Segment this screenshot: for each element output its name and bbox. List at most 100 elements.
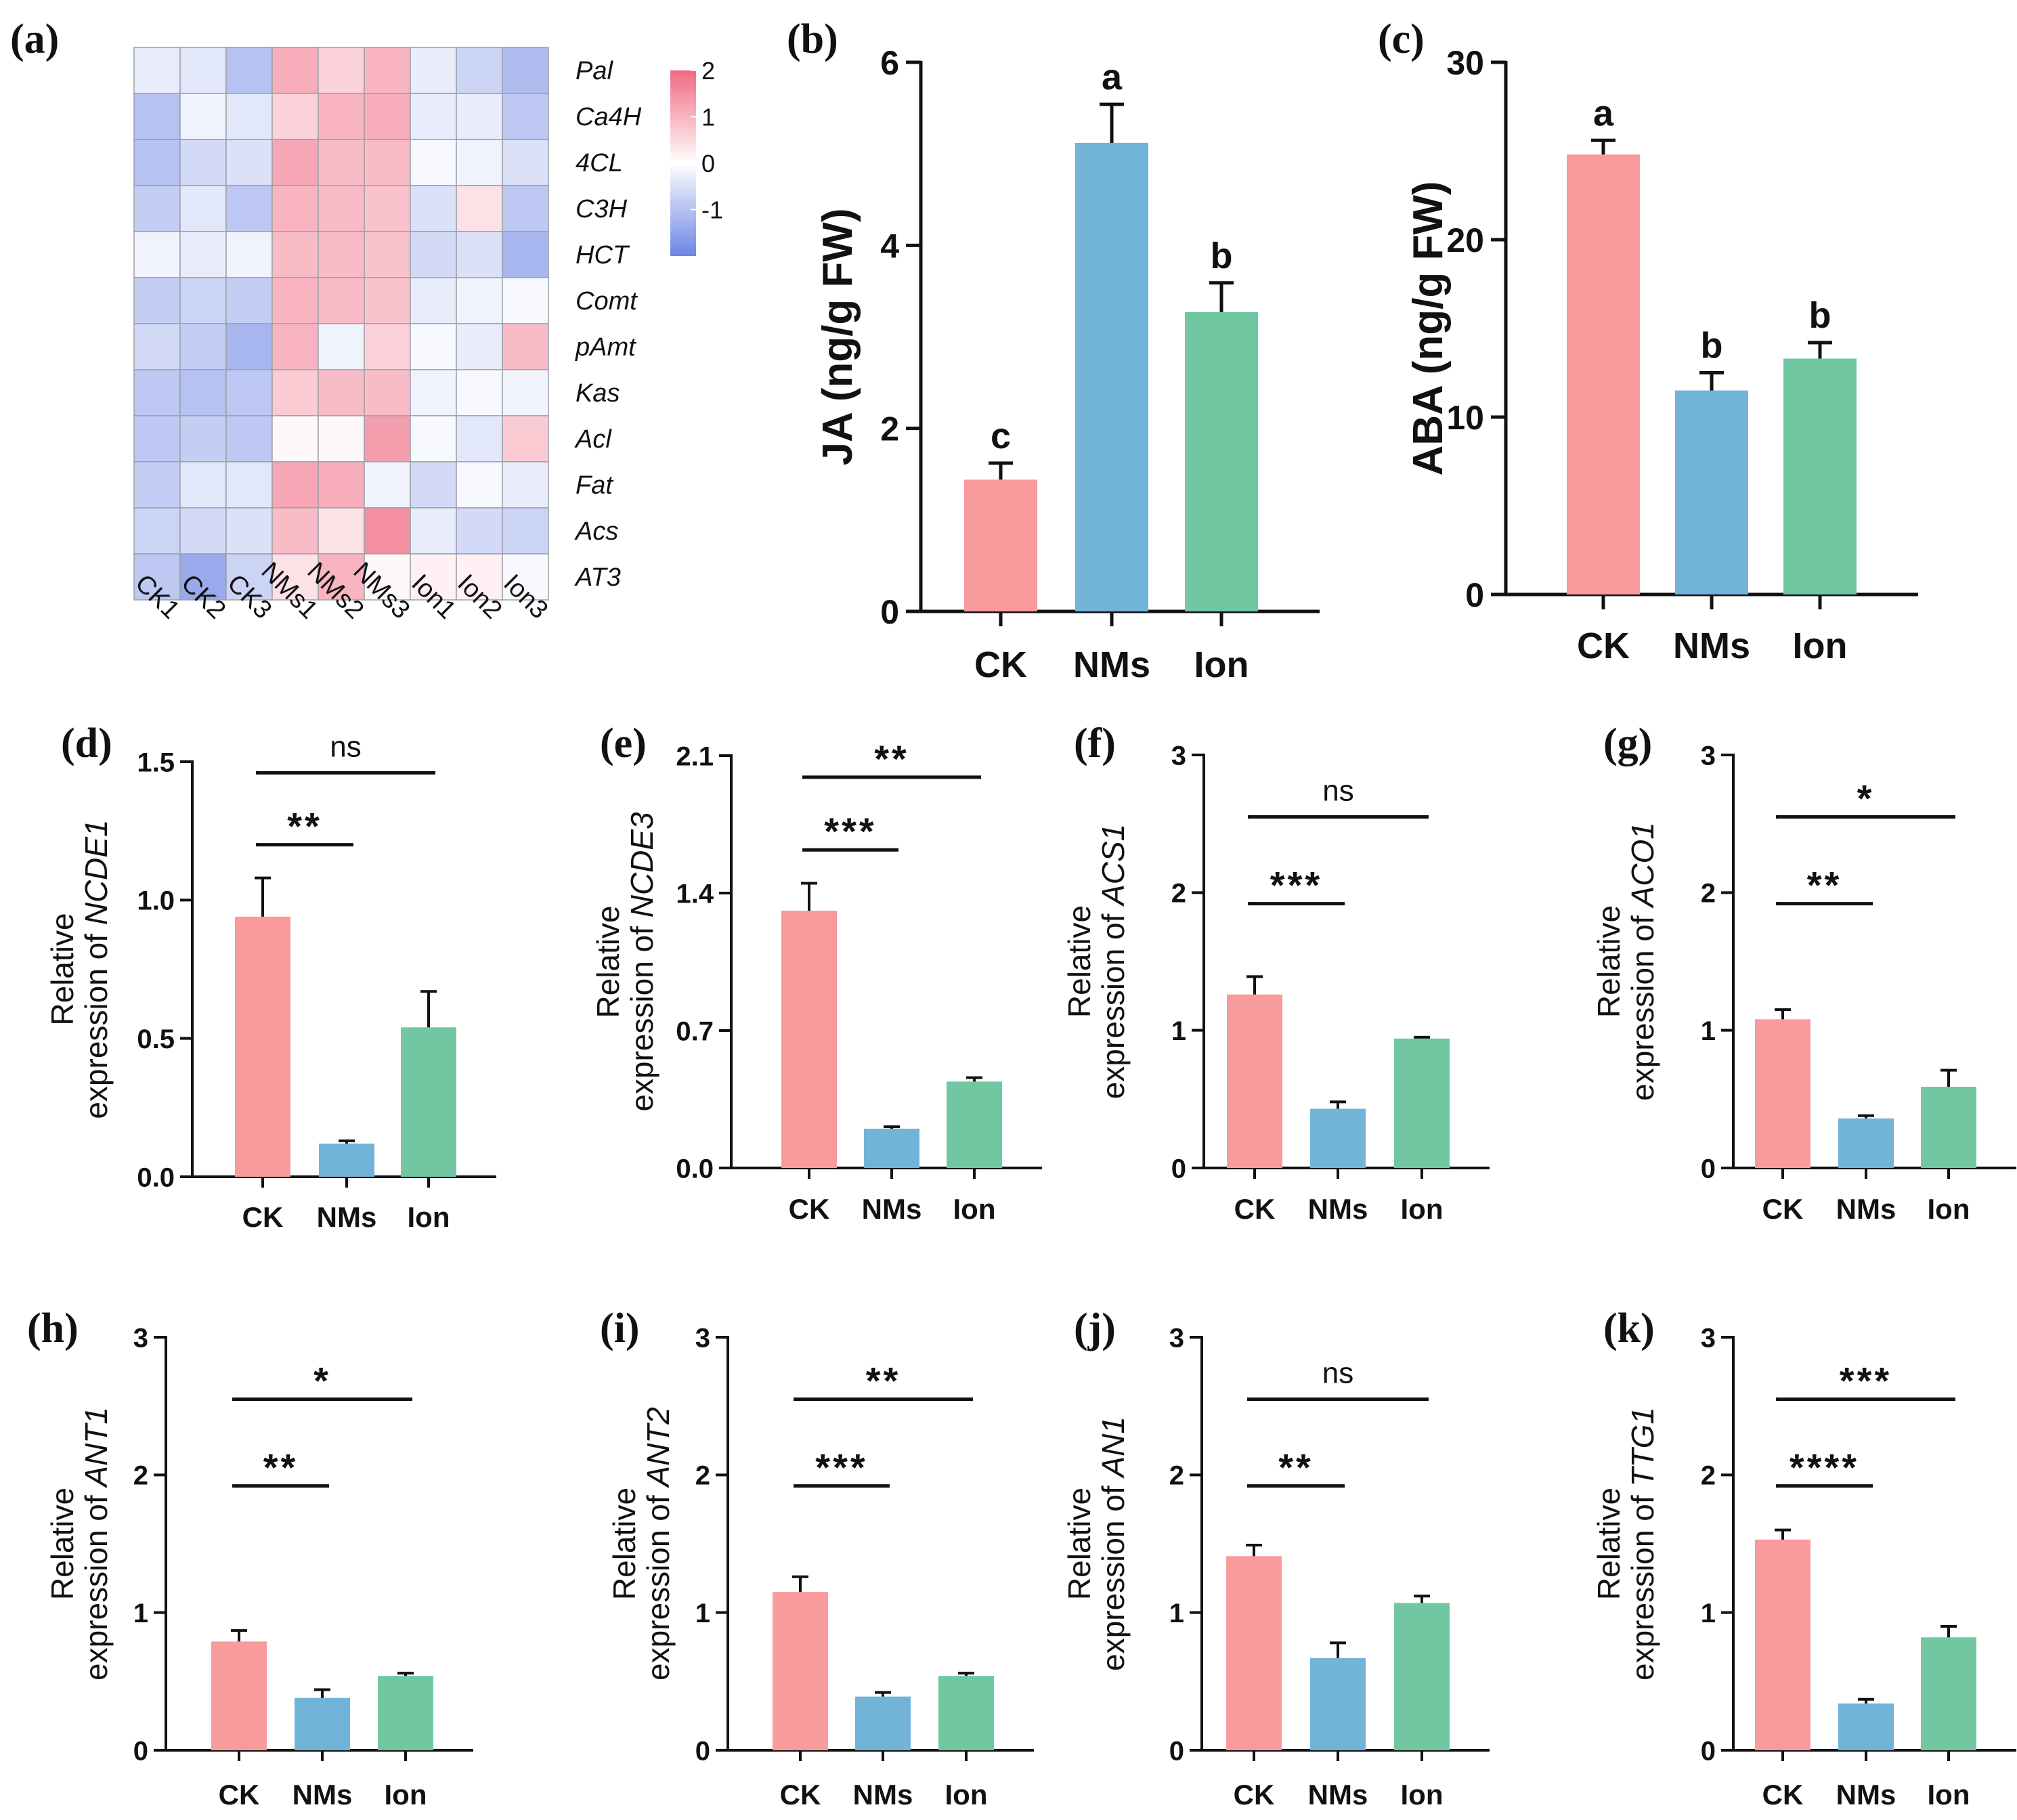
y-axis-gene-name: ACO1 bbox=[1625, 822, 1660, 909]
heatmap-cell bbox=[133, 369, 181, 416]
bar-ion bbox=[401, 1027, 456, 1177]
heatmap-cell bbox=[133, 507, 181, 555]
bar-ck bbox=[1567, 154, 1640, 595]
heatmap-cell bbox=[272, 93, 319, 140]
y-axis-title-line1: Relative bbox=[1062, 1488, 1097, 1600]
y-tick-label: 1 bbox=[1171, 1016, 1186, 1046]
heatmap-cell bbox=[364, 277, 411, 324]
significance-letter: b bbox=[1211, 236, 1233, 276]
heatmap-cell bbox=[410, 185, 457, 232]
heatmap-cell bbox=[272, 185, 319, 232]
heatmap-cell bbox=[364, 139, 411, 186]
y-axis-title-line1: Relative bbox=[1062, 905, 1097, 1018]
y-tick-label: 0 bbox=[1701, 1736, 1716, 1766]
heatmap-cell bbox=[318, 369, 365, 416]
panel-label: (i) bbox=[600, 1305, 640, 1351]
panel-label: (a) bbox=[10, 16, 59, 62]
bar-ion bbox=[1394, 1603, 1450, 1750]
significance-label: *** bbox=[824, 810, 876, 852]
heatmap-cell bbox=[410, 323, 457, 370]
x-category-label: NMs bbox=[1836, 1779, 1896, 1811]
heatmap-cell bbox=[179, 461, 227, 508]
heatmap-cell bbox=[179, 415, 227, 462]
y-axis-title-prefix: expression of bbox=[1096, 1477, 1131, 1671]
x-category-label: NMs bbox=[853, 1779, 913, 1811]
y-tick-label: 0.0 bbox=[137, 1163, 175, 1192]
x-category-label: NMs bbox=[317, 1201, 377, 1233]
x-category-label: Ion bbox=[945, 1779, 988, 1811]
bar-nms bbox=[1838, 1703, 1894, 1750]
bar-nms bbox=[855, 1696, 911, 1750]
x-category-label: NMs bbox=[1836, 1193, 1896, 1225]
significance-letter: a bbox=[1593, 93, 1614, 133]
y-axis-title-line2: expression of ACO1 bbox=[1625, 822, 1660, 1101]
y-axis-gene-name: NCDE1 bbox=[79, 819, 114, 925]
y-axis-title: ABA (ng/g FW) bbox=[1405, 181, 1452, 476]
heatmap-cell bbox=[225, 277, 273, 324]
heatmap-cell bbox=[410, 231, 457, 278]
heatmap-cell bbox=[318, 139, 365, 186]
significance-label: ** bbox=[874, 737, 909, 780]
heatmap-cell bbox=[225, 185, 273, 232]
heatmap-cell bbox=[225, 415, 273, 462]
heatmap-row-label: C3H bbox=[576, 195, 628, 223]
x-category-label: Ion bbox=[408, 1201, 450, 1233]
y-tick-label: 1.0 bbox=[137, 886, 175, 916]
y-tick-label: 3 bbox=[1701, 741, 1716, 771]
heatmap-cell bbox=[410, 553, 457, 601]
y-tick-label: 1 bbox=[133, 1599, 148, 1628]
heatmap-row-label: Ca4H bbox=[576, 103, 642, 131]
bar-nms bbox=[1675, 390, 1748, 594]
significance-letter: a bbox=[1102, 57, 1123, 98]
heatmap-cell bbox=[318, 415, 365, 462]
y-tick-label: 1 bbox=[1701, 1016, 1716, 1046]
x-category-label: NMs bbox=[292, 1779, 353, 1811]
heatmap-cell bbox=[456, 553, 503, 601]
significance-label: ** bbox=[263, 1446, 299, 1489]
heatmap-cell bbox=[410, 369, 457, 416]
bar-nms bbox=[1075, 142, 1148, 612]
x-category-label: NMs bbox=[1308, 1193, 1368, 1225]
y-tick-label: 4 bbox=[880, 227, 899, 265]
heatmap-cell bbox=[225, 47, 273, 94]
significance-letter: b bbox=[1809, 295, 1831, 336]
x-category-label: NMs bbox=[1073, 645, 1150, 685]
x-category-label: Ion bbox=[1928, 1779, 1970, 1811]
heatmap-cell bbox=[179, 47, 227, 94]
panel-label: (e) bbox=[600, 720, 647, 766]
y-axis-title: JA (ng/g FW) bbox=[815, 209, 861, 466]
bar-ion bbox=[1783, 358, 1857, 594]
heatmap-cell bbox=[133, 139, 181, 186]
y-tick-label: 2 bbox=[133, 1461, 148, 1491]
y-tick-label: 2 bbox=[1171, 879, 1186, 909]
heatmap-cell bbox=[179, 277, 227, 324]
panel-label: (c) bbox=[1378, 16, 1425, 62]
heatmap-cell bbox=[410, 461, 457, 508]
y-tick-label: 2 bbox=[695, 1461, 710, 1491]
y-axis-gene-name: AN1 bbox=[1096, 1416, 1131, 1479]
heatmap-cell bbox=[133, 415, 181, 462]
heatmap-cell bbox=[364, 93, 411, 140]
heatmap-cell bbox=[456, 277, 503, 324]
significance-label: **** bbox=[1790, 1446, 1859, 1489]
heatmap-cell bbox=[502, 507, 549, 555]
y-tick-label: 0 bbox=[695, 1736, 710, 1766]
y-axis-gene-name: NCDE3 bbox=[624, 812, 659, 917]
heatmap-cell bbox=[410, 277, 457, 324]
bar-ck bbox=[1227, 994, 1282, 1168]
bar-ion bbox=[1921, 1087, 1976, 1168]
y-axis-title-line2: expression of NCDE1 bbox=[79, 819, 114, 1119]
heatmap-cell bbox=[272, 277, 319, 324]
heatmap-cell bbox=[225, 369, 273, 416]
heatmap-cell bbox=[272, 415, 319, 462]
y-tick-label: 0.0 bbox=[676, 1154, 714, 1184]
x-category-label: NMs bbox=[862, 1193, 922, 1225]
heatmap-cell bbox=[456, 415, 503, 462]
heatmap-cell bbox=[502, 369, 549, 416]
y-tick-label: 2 bbox=[880, 410, 899, 448]
bar-ck bbox=[964, 479, 1037, 611]
heatmap-cell bbox=[133, 231, 181, 278]
